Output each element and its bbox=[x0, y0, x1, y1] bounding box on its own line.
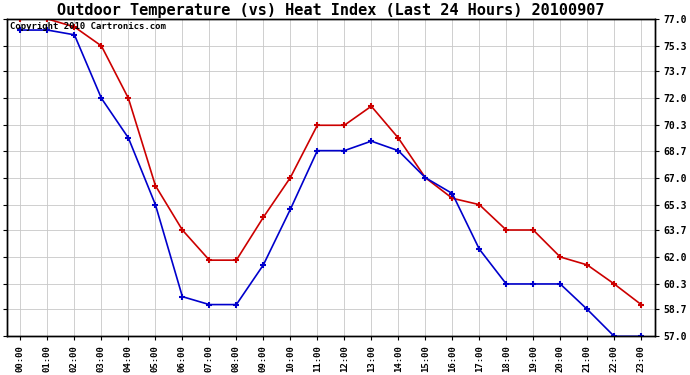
Title: Outdoor Temperature (vs) Heat Index (Last 24 Hours) 20100907: Outdoor Temperature (vs) Heat Index (Las… bbox=[57, 3, 604, 18]
Text: Copyright 2010 Cartronics.com: Copyright 2010 Cartronics.com bbox=[10, 22, 166, 31]
